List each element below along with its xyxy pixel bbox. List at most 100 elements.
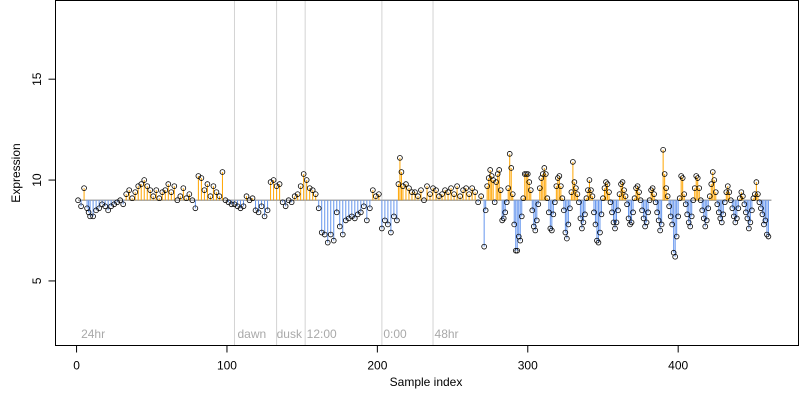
data-point	[303, 177, 310, 183]
data-point	[705, 205, 712, 212]
data-point	[475, 199, 481, 206]
data-point	[681, 191, 687, 197]
data-point	[639, 207, 645, 214]
reference-lines	[233, 0, 434, 346]
data-point	[600, 195, 606, 202]
data-point	[540, 171, 546, 177]
data-point	[81, 185, 87, 191]
data-point	[518, 213, 525, 220]
data-point	[658, 221, 665, 228]
data-point	[439, 191, 445, 197]
data-point	[508, 165, 515, 171]
annotation-label: 12:00	[307, 327, 337, 341]
data-point	[580, 219, 587, 226]
data-point	[207, 193, 214, 200]
annotation-label: 48hr	[435, 327, 459, 341]
data-point	[330, 237, 337, 244]
y-tick-label: 5	[30, 277, 44, 284]
data-point	[415, 193, 421, 200]
data-point	[673, 233, 680, 240]
data-point	[552, 199, 558, 206]
x-tick-label: 200	[367, 359, 387, 373]
x-tick-label: 400	[668, 359, 688, 373]
data-point	[612, 225, 618, 232]
data-point	[649, 185, 656, 191]
data-point	[75, 197, 81, 204]
data-point	[544, 195, 551, 202]
data-point	[503, 199, 510, 206]
data-point	[412, 189, 418, 195]
data-point	[514, 247, 521, 254]
data-point	[261, 213, 268, 220]
data-point	[186, 191, 193, 197]
data-point	[78, 203, 84, 210]
data-point	[559, 195, 566, 202]
data-point	[315, 205, 322, 212]
data-point	[126, 187, 132, 193]
data-point	[654, 209, 660, 216]
data-point	[624, 201, 630, 208]
data-point	[625, 215, 632, 222]
data-point	[541, 165, 548, 171]
data-point	[403, 181, 409, 187]
annotation-label: 0:00	[383, 327, 407, 341]
data-point	[696, 185, 703, 191]
data-point	[192, 205, 199, 212]
data-point	[156, 195, 163, 202]
data-point	[421, 197, 427, 204]
data-point	[744, 215, 751, 222]
data-point	[718, 219, 725, 226]
data-point	[183, 195, 190, 202]
data-point	[213, 189, 220, 195]
data-point	[679, 175, 686, 181]
data-point	[509, 191, 516, 197]
data-point	[564, 235, 570, 242]
data-point	[144, 183, 151, 189]
data-point	[376, 191, 382, 197]
data-point	[758, 205, 764, 212]
data-point	[634, 183, 641, 189]
data-point	[561, 207, 567, 214]
data-point	[309, 187, 316, 193]
data-point	[512, 247, 519, 254]
data-point	[216, 193, 223, 200]
data-point	[533, 217, 540, 224]
data-point	[288, 199, 295, 206]
x-tick-label: 300	[518, 359, 538, 373]
data-point	[491, 199, 498, 206]
data-point	[591, 209, 597, 216]
data-point	[497, 187, 504, 193]
data-point	[667, 213, 674, 220]
data-point	[469, 185, 475, 191]
data-point	[279, 199, 286, 206]
data-point	[588, 187, 594, 193]
data-point	[734, 215, 740, 222]
data-point	[622, 193, 629, 200]
data-point	[105, 207, 111, 214]
data-point	[652, 199, 659, 206]
x-tick-label: 0	[73, 359, 80, 373]
data-point	[640, 215, 647, 222]
data-point	[324, 239, 331, 246]
data-point	[676, 195, 683, 202]
data-point	[180, 185, 187, 191]
data-point	[141, 177, 148, 183]
data-point	[607, 199, 614, 206]
data-point	[312, 191, 319, 197]
data-point	[723, 189, 730, 195]
data-point	[481, 243, 487, 250]
data-point	[747, 219, 754, 226]
data-point	[457, 193, 463, 200]
data-point	[398, 169, 405, 175]
data-point	[327, 231, 334, 238]
data-point	[711, 177, 718, 183]
data-point	[567, 205, 573, 212]
data-point	[321, 231, 328, 238]
data-point	[675, 213, 681, 220]
data-point	[556, 173, 563, 179]
data-point	[300, 171, 307, 177]
data-point	[592, 221, 599, 228]
data-point	[741, 201, 748, 208]
data-point	[165, 181, 172, 187]
